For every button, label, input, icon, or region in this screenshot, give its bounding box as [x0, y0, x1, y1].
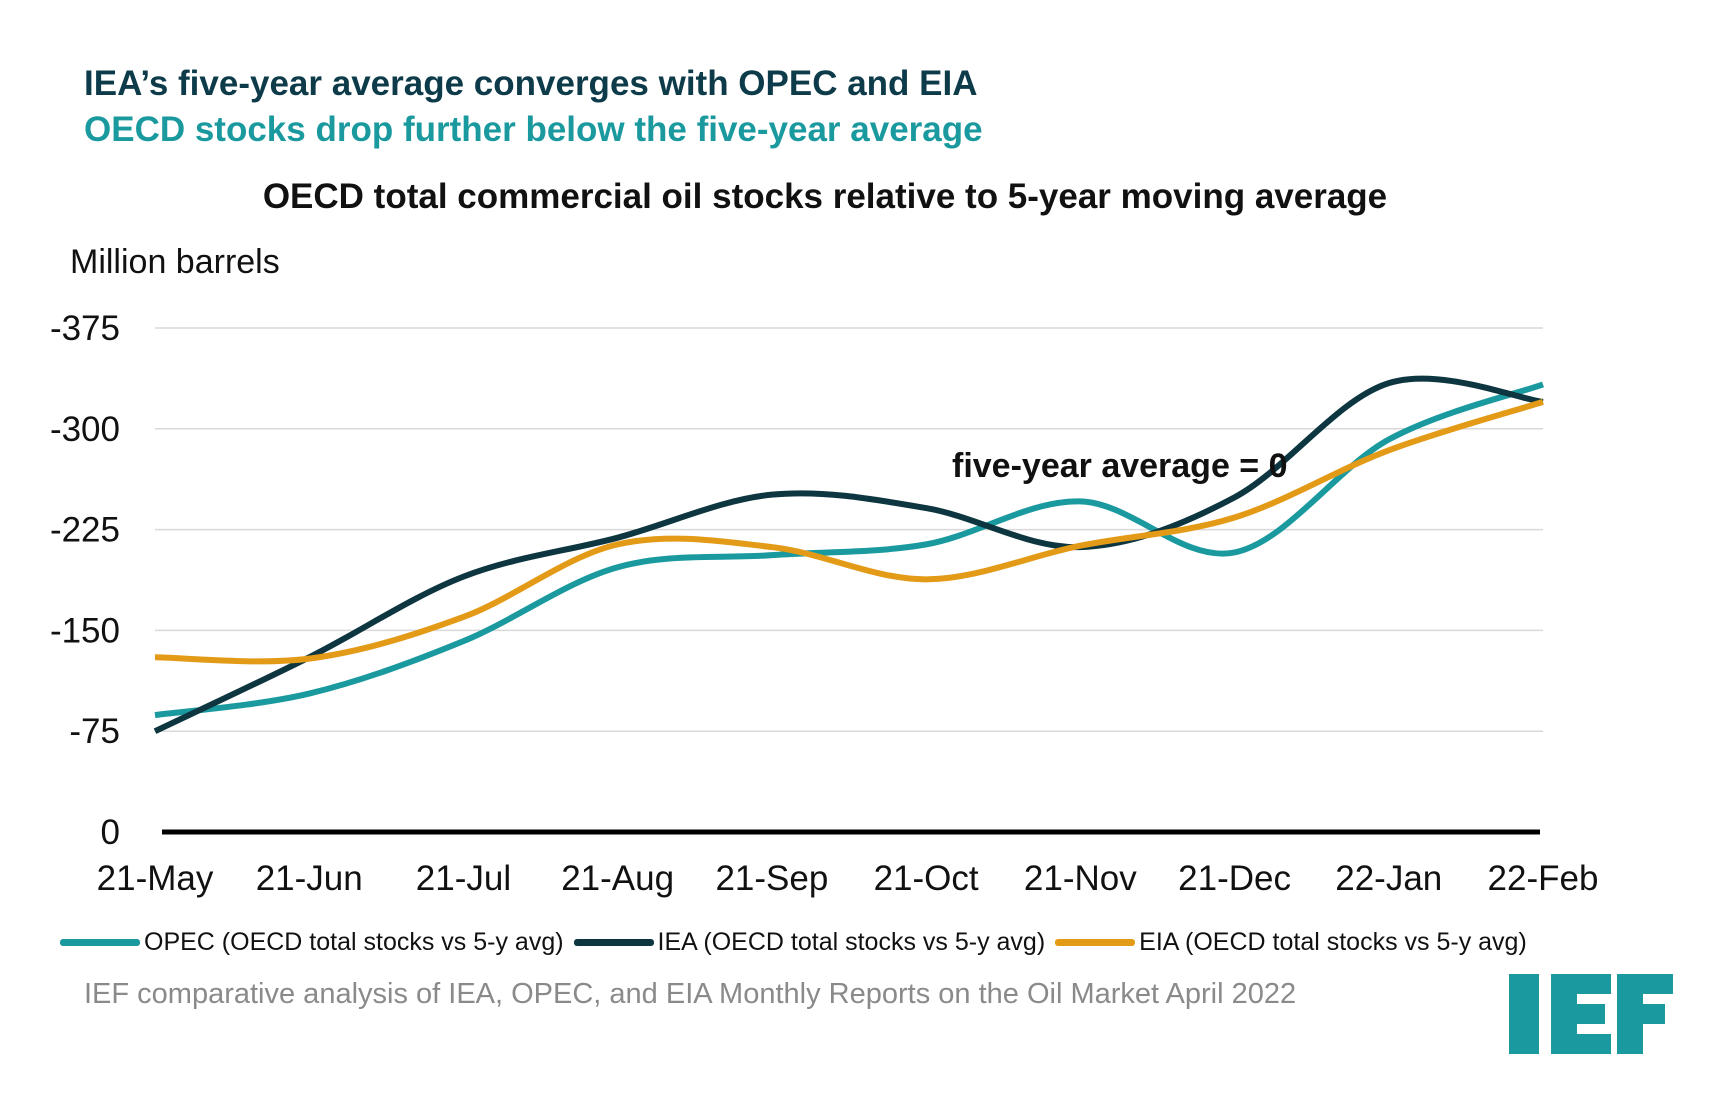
legend-item-opec: OPEC (OECD total stocks vs 5-y avg) [60, 928, 564, 957]
headline-primary: IEA’s five-year average converges with O… [84, 64, 978, 103]
y-axis-title: Million barrels [70, 243, 280, 281]
headline-secondary: OECD stocks drop further below the five-… [84, 110, 983, 149]
legend-swatch-opec [60, 939, 140, 946]
ief-logo [1509, 974, 1673, 1054]
x-tick-label: 21-Dec [1178, 859, 1291, 898]
y-tick-label: -150 [50, 611, 120, 650]
x-axis-ticks: 21-May 21-Jun 21-Jul 21-Aug 21-Sep 21-Oct 21-N… [97, 859, 1599, 898]
source-note: IEF comparative analysis of IEA, OPEC, a… [84, 978, 1297, 1010]
x-tick-label: 22-Feb [1488, 859, 1599, 898]
y-tick-label: -300 [50, 410, 120, 449]
annotation-five-year-average: five-year average = 0 [952, 447, 1288, 485]
chart-title: OECD total commercial oil stocks relativ… [262, 177, 1388, 216]
legend-item-eia: EIA (OECD total stocks vs 5-y avg) [1055, 928, 1527, 957]
x-tick-label: 21-Oct [874, 859, 979, 898]
line-chart: Million barrels 0 -75 -150 -225 -300 -375 21-… [50, 243, 1599, 898]
legend-swatch-iea [573, 939, 654, 946]
series-line-opec [154, 381, 1545, 719]
legend-label-iea: IEA (OECD total stocks vs 5-y avg) [657, 928, 1046, 956]
y-tick-label: -375 [50, 309, 120, 348]
x-tick-label: 21-May [97, 859, 214, 898]
y-tick-label: -225 [50, 511, 120, 550]
x-tick-label: 22-Jan [1335, 859, 1442, 898]
x-tick-label: 21-Jun [256, 859, 363, 898]
legend-label-opec: OPEC (OECD total stocks vs 5-y avg) [144, 928, 564, 956]
legend-label-eia: EIA (OECD total stocks vs 5-y avg) [1139, 928, 1527, 956]
gridlines [155, 327, 1543, 835]
legend-swatch-eia [1055, 939, 1136, 946]
y-axis-ticks: 0 -75 -150 -225 -300 -375 [50, 309, 120, 852]
legend: OPEC (OECD total stocks vs 5-y avg) IEA … [60, 928, 1537, 957]
x-tick-label: 21-Jul [416, 859, 511, 898]
legend-item-iea: IEA (OECD total stocks vs 5-y avg) [573, 928, 1046, 957]
y-tick-label: 0 [101, 813, 120, 852]
x-tick-label: 21-Aug [561, 859, 674, 898]
x-tick-label: 21-Nov [1024, 859, 1137, 898]
series-lines [153, 375, 1545, 734]
y-tick-label: -75 [69, 712, 120, 751]
series-line-eia [154, 399, 1544, 665]
series-line-iea [153, 375, 1544, 734]
x-tick-label: 21-Sep [715, 859, 828, 898]
